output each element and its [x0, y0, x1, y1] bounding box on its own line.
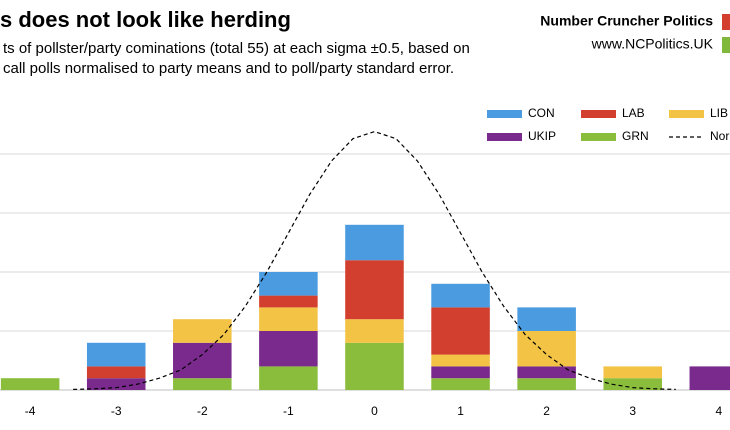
bar-segment	[259, 366, 318, 390]
legend-label: LAB	[622, 106, 645, 120]
x-tick-label: 3	[629, 404, 636, 418]
bar-segment	[86, 342, 146, 367]
bar-segment	[431, 307, 490, 355]
x-tick-label: 4	[715, 404, 722, 418]
legend-swatch	[581, 133, 616, 141]
x-tick-label: -4	[25, 404, 36, 418]
bar-segment	[517, 378, 576, 390]
bar-segment	[431, 354, 490, 367]
bar-segment	[259, 272, 318, 296]
bar-segment	[603, 366, 662, 379]
subtitle: ts of pollster/party cominations (total …	[3, 40, 470, 57]
logo-square	[722, 37, 730, 53]
bar-segment	[173, 342, 232, 379]
bar-segment	[431, 283, 490, 308]
x-tick-label: 1	[457, 404, 464, 418]
chart-title: s does not look like herding	[0, 7, 291, 32]
legend-swatch	[487, 133, 522, 141]
bar-segment	[345, 224, 404, 261]
bar-segment	[86, 378, 146, 390]
x-tick-label: -1	[283, 404, 294, 418]
bar-segment	[517, 331, 576, 367]
bar-segment	[0, 378, 60, 390]
logo-square	[722, 14, 730, 30]
bar-segment	[603, 378, 662, 390]
legend-swatch	[487, 110, 522, 118]
bar-segment	[431, 378, 490, 390]
subtitle: call polls normalised to party means and…	[3, 60, 454, 77]
legend-swatch	[669, 110, 704, 118]
bar-segment	[345, 260, 404, 320]
x-tick-label: 0	[371, 404, 378, 418]
bar-segment	[689, 366, 730, 390]
legend-label: CON	[528, 106, 555, 120]
bar-segment	[173, 378, 232, 390]
legend-label: Nor	[710, 129, 729, 143]
bar-segment	[173, 319, 232, 343]
bar-segment	[259, 331, 318, 367]
normal-curve	[73, 130, 676, 391]
legend-swatch	[581, 110, 616, 118]
bar-segment	[345, 319, 404, 343]
legend-label: UKIP	[528, 129, 556, 143]
bar-segment	[259, 295, 318, 308]
legend-label: LIB	[710, 106, 728, 120]
x-tick-label: -2	[197, 404, 208, 418]
bar-segment	[431, 366, 490, 379]
bar-segment	[259, 307, 318, 331]
x-tick-label: 2	[543, 404, 550, 418]
bar-segment	[345, 342, 404, 390]
bar-segment	[517, 366, 576, 379]
source-url: www.NCPolitics.UK	[591, 36, 714, 52]
legend-label: GRN	[622, 129, 649, 143]
source-name: Number Cruncher Politics	[540, 13, 713, 29]
x-tick-label: -3	[111, 404, 122, 418]
bar-segment	[86, 366, 146, 379]
bar-segment	[517, 307, 576, 331]
